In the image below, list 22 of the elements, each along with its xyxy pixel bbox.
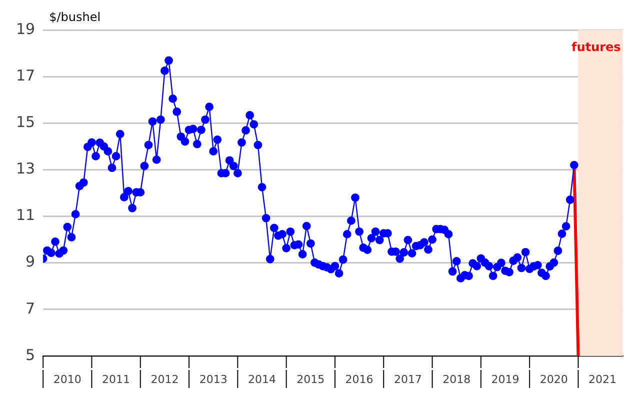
y-tick-label: 11 <box>16 206 36 224</box>
x-tick-label: 2019 <box>491 372 520 386</box>
y-tick-label: 17 <box>16 66 36 84</box>
x-tick-label: 2015 <box>296 372 325 386</box>
y-tick-label: 9 <box>26 252 36 271</box>
y-tick-label: 7 <box>26 299 36 318</box>
band-label: futures <box>572 40 621 54</box>
y-tick-label: 19 <box>16 20 36 38</box>
x-tick-label: 2020 <box>540 372 568 386</box>
x-tick-label: 2011 <box>102 372 130 386</box>
y-tick-label: 15 <box>16 113 36 132</box>
y-axis-title: $/bushel <box>49 10 101 24</box>
y-tick-label: 13 <box>16 160 36 178</box>
x-tick-label: 2014 <box>248 372 276 386</box>
x-tick-label: 2021 <box>588 372 617 386</box>
x-tick-label: 2013 <box>199 372 228 386</box>
x-tick-label: 2018 <box>442 372 471 386</box>
x-tick-label: 2016 <box>345 372 374 386</box>
x-tick-label: 2010 <box>53 372 82 386</box>
x-tick-label: 2012 <box>150 372 179 386</box>
y-tick-label: 5 <box>26 346 36 364</box>
x-tick-label: 2017 <box>394 372 422 386</box>
